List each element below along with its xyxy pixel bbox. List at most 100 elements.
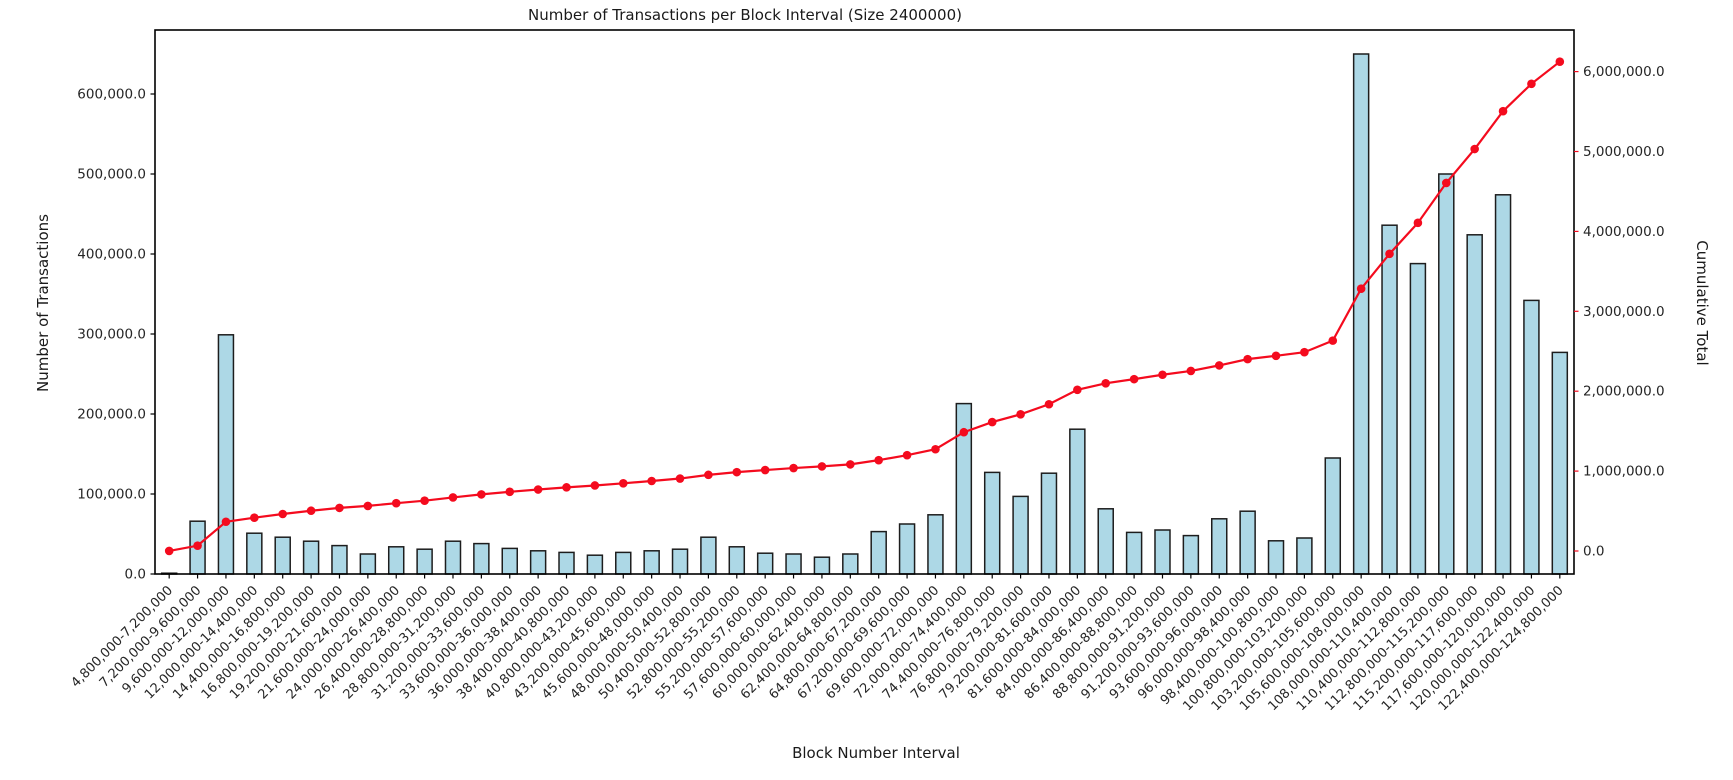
bar	[1324, 457, 1342, 575]
cumulative-point	[477, 490, 486, 499]
cumulative-point	[1300, 347, 1309, 357]
bar	[1069, 428, 1086, 575]
cumulative-point	[931, 444, 940, 454]
cumulative-point	[704, 470, 713, 480]
cumulative-point	[1243, 354, 1252, 364]
cumulative-point	[250, 513, 259, 522]
y-tick-label-right: 5,000,000.0	[1583, 144, 1665, 160]
bar	[302, 540, 320, 575]
cumulative-point	[817, 462, 827, 471]
y-tick-label-left: 200,000.0	[77, 407, 146, 423]
cumulative-point	[505, 487, 515, 497]
bar	[870, 530, 887, 575]
cumulative-point	[1158, 370, 1167, 380]
bar	[501, 547, 518, 575]
cumulative-point	[760, 465, 770, 475]
cumulative-point	[1073, 385, 1082, 395]
bar	[1296, 537, 1313, 575]
bar	[1211, 518, 1228, 575]
y-tick-label-right: 0.0	[1583, 544, 1604, 560]
cumulative-point	[1356, 284, 1366, 293]
cumulative-point	[959, 427, 969, 437]
plot-border	[154, 29, 1575, 575]
cumulative-point	[590, 481, 600, 490]
bar	[1154, 529, 1171, 575]
y-tick-label-right: 3,000,000.0	[1583, 304, 1665, 320]
bar	[1012, 495, 1029, 575]
cumulative-point	[987, 417, 997, 427]
y-tick-label-left: 100,000.0	[77, 487, 146, 503]
cumulative-point	[1385, 249, 1394, 259]
cumulative-point	[1470, 144, 1479, 154]
y-tick-label-left: 400,000.0	[77, 247, 146, 263]
y-tick-label-left: 600,000.0	[77, 87, 146, 103]
cumulative-point	[1441, 178, 1451, 188]
y-tick-label-left: 0.0	[125, 567, 146, 583]
cumulative-point	[420, 496, 429, 506]
bar	[217, 334, 235, 575]
bar	[700, 536, 717, 575]
bar	[444, 540, 462, 575]
cumulative-point	[1129, 374, 1139, 384]
cumulative-point	[902, 450, 912, 460]
bar	[274, 536, 291, 575]
bar	[1409, 262, 1427, 575]
plot-area: 0.0 100,000.0 200,000.0 300,000.0 400,000.0 5…	[69, 29, 1665, 714]
bar	[756, 552, 774, 575]
bar	[529, 550, 547, 575]
cumulative-point	[1271, 351, 1281, 361]
bar	[1494, 194, 1512, 575]
cumulative-point	[335, 503, 344, 513]
bar	[785, 553, 802, 575]
bar	[1040, 472, 1058, 575]
y-tick-label-left: 500,000.0	[77, 167, 146, 183]
y-tick-label-right: 6,000,000.0	[1583, 64, 1665, 80]
bar	[416, 548, 433, 575]
bar	[359, 553, 377, 575]
cumulative-point	[1016, 410, 1025, 419]
cumulative-point	[1328, 336, 1338, 345]
bar	[615, 551, 632, 575]
cumulative-point	[221, 517, 231, 527]
cumulative-line	[168, 60, 1561, 553]
cumulative-point	[618, 479, 628, 488]
bar	[1097, 508, 1114, 575]
bar	[1352, 53, 1370, 575]
bar	[1438, 173, 1455, 575]
cumulative-point	[533, 485, 543, 494]
y-axis-label-right: Cumulative Total	[1693, 240, 1711, 365]
cumulative-point	[391, 498, 401, 508]
cumulative-point	[874, 455, 883, 465]
cumulative-point	[732, 467, 742, 477]
y-tick-label-left: 300,000.0	[77, 327, 146, 343]
bar	[927, 514, 944, 575]
cumulative-point	[164, 546, 174, 556]
bar	[246, 532, 263, 575]
y-tick-label-right: 4,000,000.0	[1583, 224, 1665, 240]
y-axis-label-left: Number of Transactions	[34, 214, 52, 392]
bar	[1267, 540, 1285, 575]
bar	[643, 550, 660, 575]
y-tick-label-right: 1,000,000.0	[1583, 464, 1665, 480]
cumulative-point	[193, 541, 202, 550]
bar	[586, 554, 604, 575]
bar	[671, 548, 689, 575]
bar	[842, 553, 859, 575]
cumulative-point	[306, 506, 316, 516]
cumulative-point	[562, 483, 571, 492]
bar	[387, 546, 405, 575]
bar	[728, 546, 746, 575]
cumulative-point	[675, 474, 685, 483]
bar	[473, 542, 490, 575]
bar	[1182, 534, 1200, 575]
bar	[813, 556, 831, 575]
cumulative-point	[647, 476, 656, 486]
chart-title: Number of Transactions per Block Interva…	[528, 6, 962, 24]
cumulative-point	[1186, 366, 1196, 376]
bar	[331, 544, 348, 575]
cumulative-point	[1498, 106, 1508, 116]
bar	[1125, 531, 1143, 575]
cumulative-point	[789, 463, 798, 473]
